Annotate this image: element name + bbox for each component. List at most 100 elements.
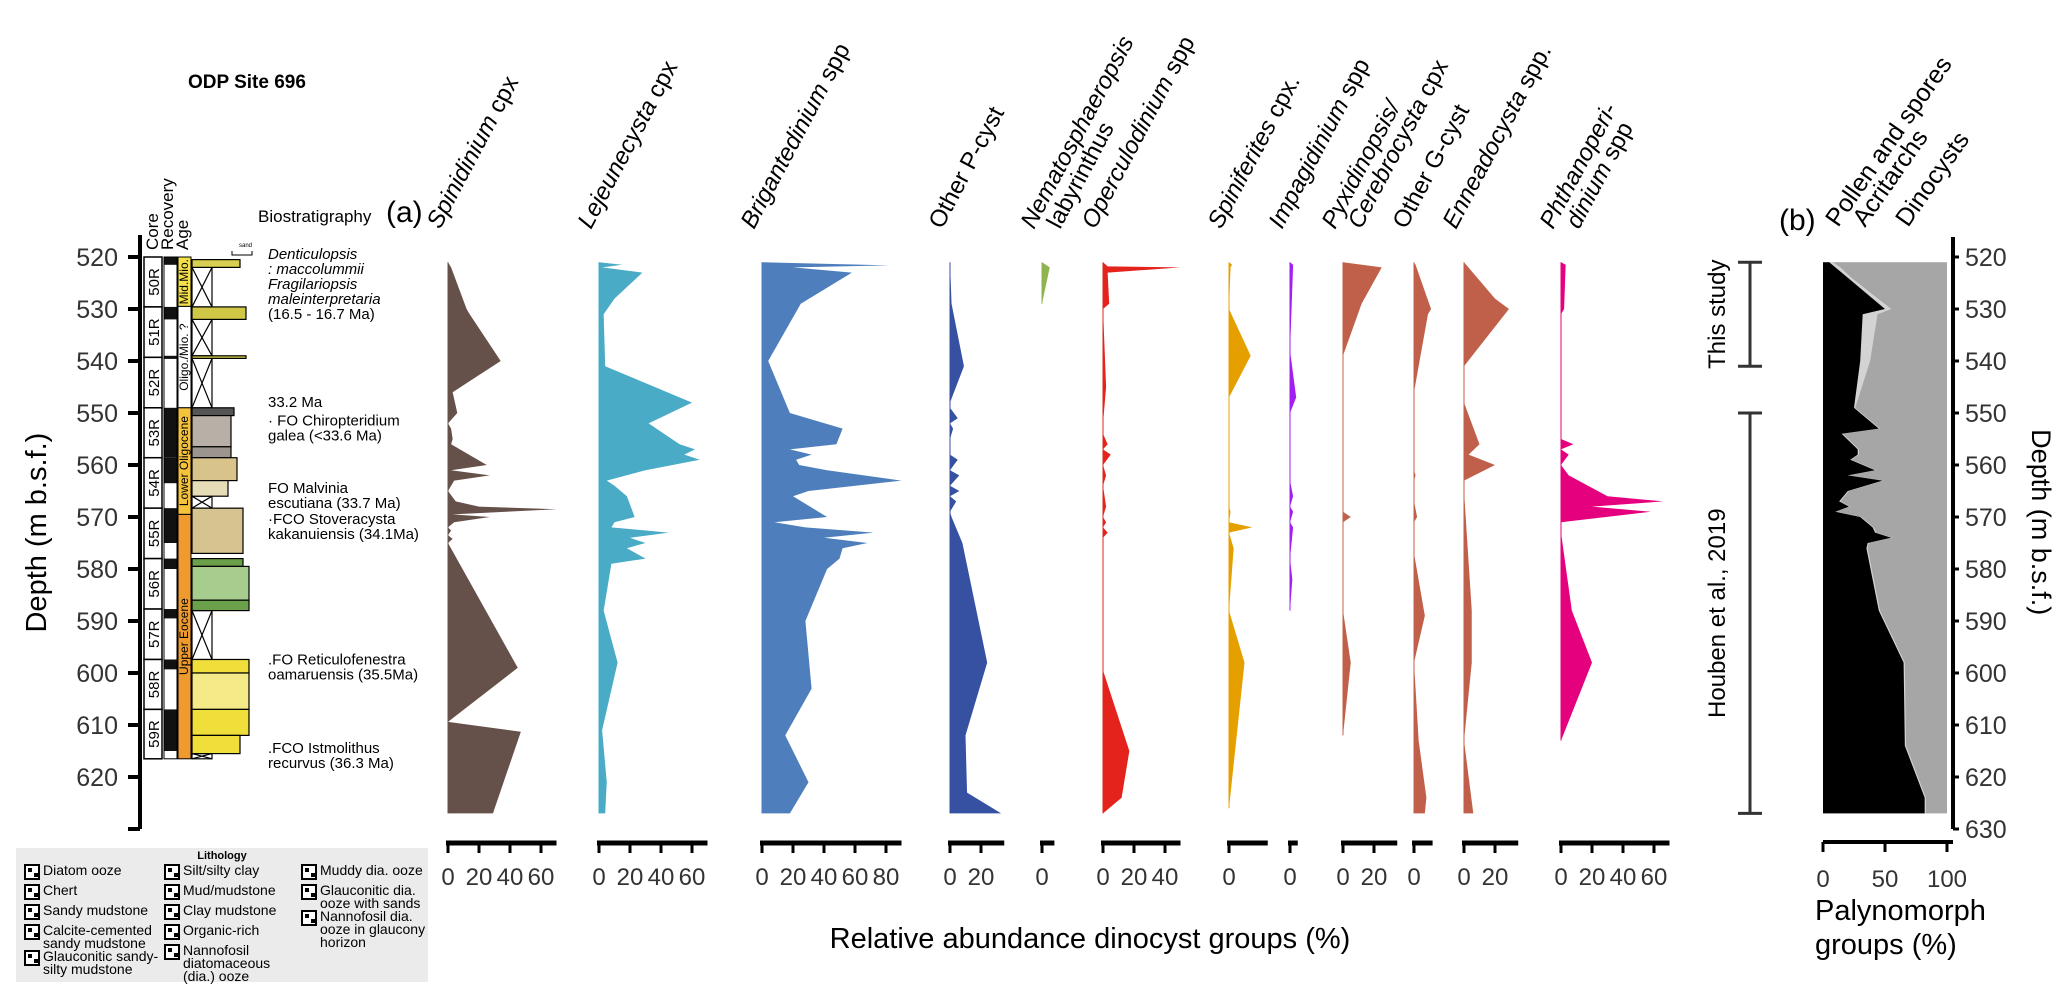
x-tick-label: 20 — [617, 864, 644, 891]
x-tick-label: 0 — [1554, 864, 1567, 891]
lithology-bed — [191, 259, 241, 269]
panel-a-label: (a) — [386, 196, 423, 229]
abundance-area-5 — [1103, 262, 1181, 814]
core-label: 56R — [146, 570, 163, 598]
abundance-area-1 — [599, 262, 700, 814]
lithology-legend: Lithology Diatom ooze Chert Sandy mudstone… — [16, 848, 428, 984]
biostrat-event-text: recurvus (36.3 Ma) — [268, 755, 394, 772]
abundance-area-8 — [1343, 262, 1382, 736]
core-label: 53R — [146, 419, 163, 447]
abundance-area-9 — [1414, 262, 1432, 814]
no-recovery-cross — [191, 610, 213, 660]
biostrat-event-text: Fragilariopsis — [268, 276, 358, 293]
lithology-legend-item: Glauconitic dia. ooze with sands — [301, 883, 426, 910]
x-tick-label: 20 — [968, 864, 995, 891]
depth-tick-label: 600 — [76, 660, 118, 688]
recovery-section — [164, 407, 177, 458]
right-depth-tick-label: 570 — [1965, 504, 2007, 532]
biostrat-event-text: (16.5 - 16.7 Ma) — [268, 306, 375, 323]
depth-tick-label: 610 — [76, 712, 118, 740]
right-depth-tick-label: 600 — [1965, 660, 2007, 688]
right-depth-tick-label: 580 — [1965, 556, 2007, 584]
series-title: Lejeunecysta cpx — [572, 56, 683, 232]
abundance-area-7 — [1290, 262, 1297, 611]
core-label: 59R — [146, 720, 163, 748]
right-depth-tick-label: 530 — [1965, 296, 2007, 324]
lithology-legend-item: Nannofosil dia. ooze in glaucony horizon — [301, 908, 426, 950]
abundance-area-0 — [448, 262, 557, 814]
no-recovery-cross — [191, 319, 213, 357]
lithology-legend-label: Calcite-cemented sandy mudstone — [43, 922, 152, 951]
lithology-legend-label: Mud/mudstone — [183, 882, 276, 898]
column-header: Core — [143, 213, 162, 250]
series-title: Brigantedinium spp — [735, 39, 855, 233]
x-tick-label: 60 — [1641, 864, 1668, 891]
x-tick-label: 0 — [943, 864, 956, 891]
no-recovery-cross — [191, 267, 213, 308]
depth-tick-label: 580 — [76, 556, 118, 584]
recovery-section — [164, 659, 177, 670]
lithology-legend-label: Chert — [43, 882, 78, 898]
abundance-area-6 — [1229, 262, 1253, 809]
x-tick-label: 0 — [1283, 864, 1296, 891]
panel-b-x-tick-label: 100 — [1927, 866, 1967, 893]
core-box — [143, 708, 163, 760]
dinocyst-panel-1: 0 20 40 60 Lejeunecysta cpx — [572, 56, 708, 891]
core-label: 52R — [146, 369, 163, 397]
lithology-pattern-icon — [24, 950, 40, 966]
lithology-legend-item: Diatom ooze — [24, 863, 122, 880]
depth-tick-label: 570 — [76, 504, 118, 532]
no-recovery-cross — [191, 358, 213, 409]
grain-size-scale — [231, 251, 253, 256]
biostrat-event-text: Denticulopsis — [268, 246, 358, 263]
age-label: Mid.Mio. — [177, 259, 191, 304]
lithology-bed — [191, 734, 241, 755]
lithology-pattern-icon — [24, 924, 40, 940]
right-depth-tick-label: 550 — [1965, 400, 2007, 428]
right-depth-tick-label: 560 — [1965, 452, 2007, 480]
core-label: 58R — [146, 671, 163, 699]
core-label: 51R — [146, 318, 163, 346]
lithology-legend-label: Nannofosil dia. ooze in glaucony horizon — [320, 908, 426, 950]
recovery-section — [164, 709, 177, 751]
right-depth-tick-label: 620 — [1965, 764, 2007, 792]
lithology-pattern-icon — [301, 864, 317, 880]
x-tick-label: 60 — [842, 864, 869, 891]
lithology-legend-label: Organic-rich — [183, 922, 260, 938]
x-tick-label: 0 — [755, 864, 768, 891]
depth-tick-label: 520 — [76, 244, 118, 272]
biostratigraphy-label: Biostratigraphy — [258, 207, 372, 226]
right-depth-tick-label: 610 — [1965, 712, 2007, 740]
recovery-column — [163, 256, 178, 760]
lithology-bed — [191, 708, 250, 737]
biostrat-event-text: ·FCO Stoveracysta — [268, 511, 396, 528]
age-label: Lower Oligocene — [177, 416, 191, 506]
lithology-bed — [191, 599, 250, 612]
x-axis-title-b: Palynomorph — [1815, 895, 1986, 927]
biostrat-event-text: 33.2 Ma — [268, 394, 323, 411]
x-tick-label: 40 — [1152, 864, 1179, 891]
lithology-pattern-icon — [164, 944, 180, 960]
depth-tick-label: 550 — [76, 400, 118, 428]
lithology-bed — [191, 565, 250, 601]
x-tick-label: 0 — [1407, 864, 1420, 891]
lithology-legend-label: Muddy dia. ooze — [320, 862, 423, 878]
grain-size-label: sand — [239, 243, 252, 249]
biostrat-event-text: escutiana (33.7 Ma) — [268, 495, 401, 512]
right-depth-tick-label: 540 — [1965, 348, 2007, 376]
panel-b-series-title: Pollen and spores — [1820, 51, 1958, 231]
x-tick-label: 0 — [1457, 864, 1470, 891]
lithology-legend-item: Chert — [24, 882, 78, 900]
lithology-bed — [191, 415, 232, 448]
biostrat-event-text: maleinterpretaria — [268, 291, 381, 308]
age-box — [177, 513, 192, 760]
lithology-legend-title: Lithology — [197, 850, 247, 862]
biostrat-event-text: kakanuiensis (34.1Ma) — [268, 526, 419, 543]
lithology-bed — [191, 507, 244, 555]
lithology-pattern-icon — [164, 884, 180, 900]
lithology-bed — [191, 306, 247, 321]
lithology-pattern-icon — [24, 904, 40, 920]
lithology-legend-label: Nannofosil diatomaceous (dia.) ooze — [183, 942, 271, 984]
lithology-bed — [191, 480, 229, 497]
lithology-legend-item: Clay mudstone — [164, 903, 276, 920]
